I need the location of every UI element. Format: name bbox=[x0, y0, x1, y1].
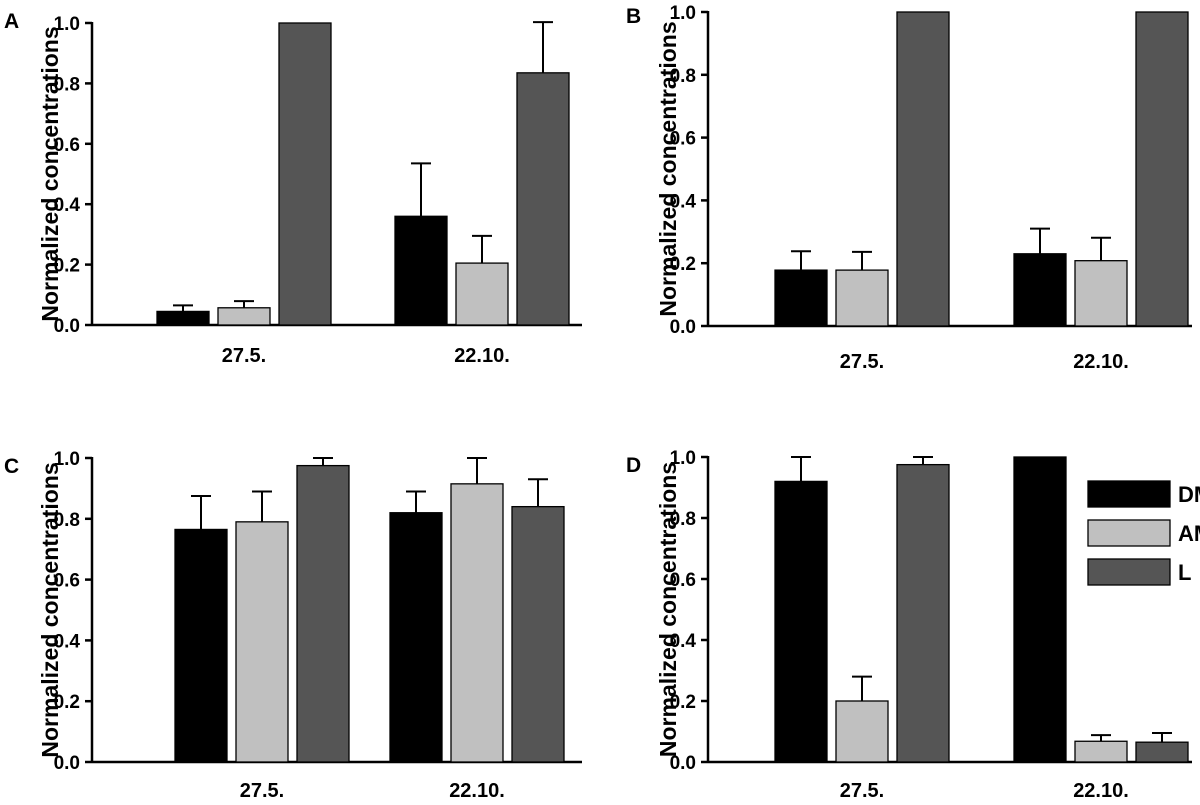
panel-b-y-tick-label: 0.6 bbox=[670, 129, 696, 150]
panel-c-bar-dm-1 bbox=[389, 512, 443, 763]
panel-d-y-tick-label: 0.2 bbox=[670, 692, 696, 713]
legend-swatch-l bbox=[1087, 558, 1171, 586]
panel-a-y-tick-label: 0.4 bbox=[54, 195, 81, 216]
panel-b-y-tick-label: 0.8 bbox=[670, 66, 696, 87]
panel-a-y-axis-label: Normalized concentrations bbox=[37, 26, 63, 321]
legend-label-dm: DM bbox=[1178, 482, 1200, 507]
panel-d-y-tick-label: 1.0 bbox=[670, 448, 696, 469]
panel-a-category-label: 27.5. bbox=[222, 345, 266, 367]
panel-b-y-tick-label: 1.0 bbox=[670, 3, 696, 24]
panel-a-y-tick-label: 0.2 bbox=[54, 256, 80, 277]
panel-a-y-tick-label: 0.8 bbox=[54, 74, 80, 95]
panel-a-y-tick-label: 0.0 bbox=[54, 316, 80, 337]
panel-b-letter: B bbox=[626, 5, 641, 28]
legend-label-am: AM bbox=[1178, 521, 1200, 546]
panel-c-y-tick-label: 0.2 bbox=[54, 692, 80, 713]
panel-c-y-axis-label: Normalized concentrations bbox=[37, 462, 63, 757]
panel-b-y-tick-label: 0.0 bbox=[670, 317, 696, 338]
panel-b-bar-l-0 bbox=[896, 11, 950, 327]
panel-c-y-tick-label: 0.0 bbox=[54, 753, 80, 774]
legend-swatch-am bbox=[1087, 519, 1171, 547]
panel-b-category-label: 22.10. bbox=[1073, 351, 1129, 373]
panel-a-bar-l-0 bbox=[278, 22, 332, 326]
panel-a-bar-l-1 bbox=[516, 72, 570, 326]
panel-c-bar-l-0 bbox=[296, 464, 350, 763]
panel-c-letter: C bbox=[4, 455, 19, 478]
panel-c-bar-am-1 bbox=[450, 483, 504, 763]
panel-a-bar-dm-0 bbox=[156, 310, 210, 326]
panel-b-bar-dm-1 bbox=[1013, 253, 1067, 327]
panel-a-letter: A bbox=[4, 10, 19, 33]
panel-b-y-axis-label: Normalized concentrations bbox=[655, 21, 681, 316]
panel-d-bar-dm-1 bbox=[1013, 456, 1067, 763]
panel-d-y-tick-label: 0.0 bbox=[670, 753, 696, 774]
panel-a-bar-dm-1 bbox=[394, 215, 448, 326]
panel-d-letter: D bbox=[626, 454, 641, 477]
panel-c-y-tick-label: 0.8 bbox=[54, 510, 80, 531]
panel-b-bar-am-0 bbox=[835, 269, 889, 327]
panel-b-bar-l-1 bbox=[1135, 11, 1189, 327]
panel-c-bar-am-0 bbox=[235, 521, 289, 763]
panel-d-y-tick-label: 0.6 bbox=[670, 570, 696, 591]
legend-label-l: L bbox=[1178, 560, 1191, 585]
panel-d-y-tick-label: 0.4 bbox=[670, 631, 697, 652]
panel-d-bar-l-0 bbox=[896, 463, 950, 763]
panel-c-y-tick-label: 1.0 bbox=[54, 449, 80, 470]
panel-d-y-tick-label: 0.8 bbox=[670, 509, 696, 530]
panel-b-bar-am-1 bbox=[1074, 260, 1128, 327]
legend-swatch-dm bbox=[1087, 480, 1171, 508]
panel-c-bar-l-1 bbox=[511, 505, 565, 763]
panel-b-category-label: 27.5. bbox=[840, 351, 884, 373]
panel-b-bar-dm-0 bbox=[774, 269, 828, 327]
panel-a-bar-am-1 bbox=[455, 262, 509, 326]
panel-c-category-label: 22.10. bbox=[449, 780, 505, 802]
panel-b-y-tick-label: 0.2 bbox=[670, 254, 696, 275]
panel-d-bar-am-0 bbox=[835, 700, 889, 763]
panel-d-category-label: 27.5. bbox=[840, 780, 884, 802]
panel-d-bar-am-1 bbox=[1074, 740, 1128, 763]
panel-a-bar-am-0 bbox=[217, 307, 271, 326]
panel-c-category-label: 27.5. bbox=[240, 780, 284, 802]
panel-a-category-label: 22.10. bbox=[454, 345, 510, 367]
panel-d-category-label: 22.10. bbox=[1073, 780, 1129, 802]
panel-c-y-tick-label: 0.4 bbox=[54, 631, 81, 652]
panel-c-y-tick-label: 0.6 bbox=[54, 571, 80, 592]
panel-b-y-tick-label: 0.4 bbox=[670, 191, 697, 212]
panel-a-y-tick-label: 0.6 bbox=[54, 135, 80, 156]
panel-d-bar-l-1 bbox=[1135, 741, 1189, 763]
panel-d-y-axis-label: Normalized concentrations bbox=[655, 462, 681, 757]
panel-a-y-tick-label: 1.0 bbox=[54, 14, 80, 35]
panel-d-bar-dm-0 bbox=[774, 480, 828, 763]
panel-c-bar-dm-0 bbox=[174, 528, 228, 763]
